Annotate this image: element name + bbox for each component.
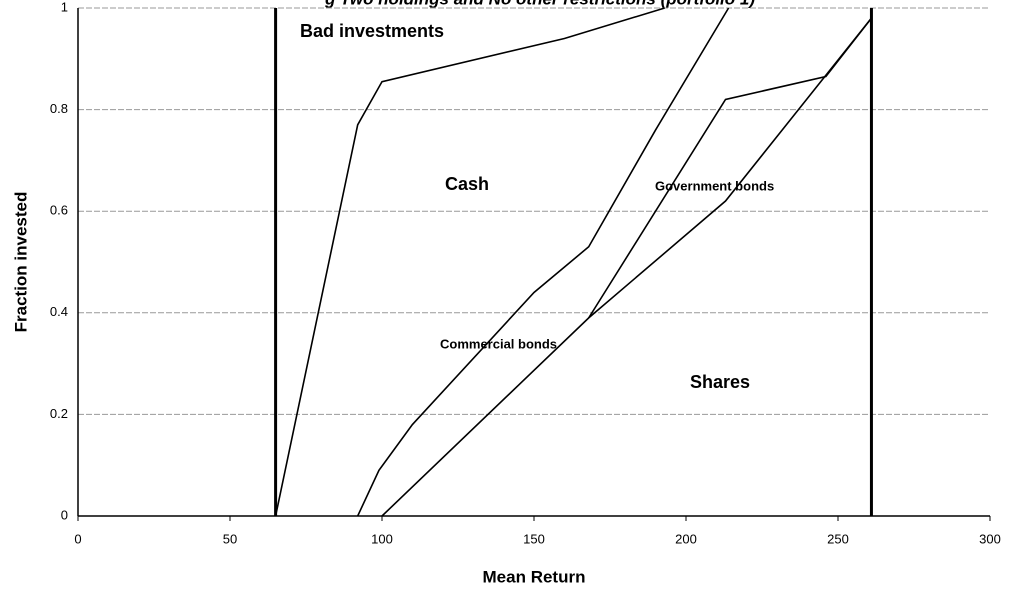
region-label: Commercial bonds bbox=[440, 336, 557, 351]
region-label: Government bonds bbox=[655, 178, 774, 193]
x-tick-label: 250 bbox=[827, 531, 849, 546]
series-line bbox=[588, 17, 873, 319]
region-label: Shares bbox=[690, 372, 750, 392]
y-tick-label: 0 bbox=[61, 507, 68, 522]
x-tick-label: 300 bbox=[979, 531, 1001, 546]
y-tick-label: 1 bbox=[61, 0, 68, 14]
region-label: Bad investments bbox=[300, 21, 444, 41]
chart-title: g Two holdings and No other restrictions… bbox=[324, 0, 755, 8]
y-tick-label: 0.8 bbox=[50, 101, 68, 116]
x-tick-label: 50 bbox=[223, 531, 237, 546]
series-line bbox=[381, 17, 873, 517]
x-tick-label: 150 bbox=[523, 531, 545, 546]
y-tick-label: 0.6 bbox=[50, 203, 68, 218]
x-tick-label: 0 bbox=[74, 531, 81, 546]
y-axis-label: Fraction invested bbox=[11, 192, 30, 333]
y-tick-label: 0.2 bbox=[50, 406, 68, 421]
x-tick-label: 100 bbox=[371, 531, 393, 546]
region-label: Cash bbox=[445, 174, 489, 194]
y-tick-label: 0.4 bbox=[50, 304, 68, 319]
x-tick-label: 200 bbox=[675, 531, 697, 546]
series-line bbox=[356, 7, 730, 517]
series-line bbox=[274, 7, 665, 517]
x-axis-label: Mean Return bbox=[483, 567, 586, 586]
